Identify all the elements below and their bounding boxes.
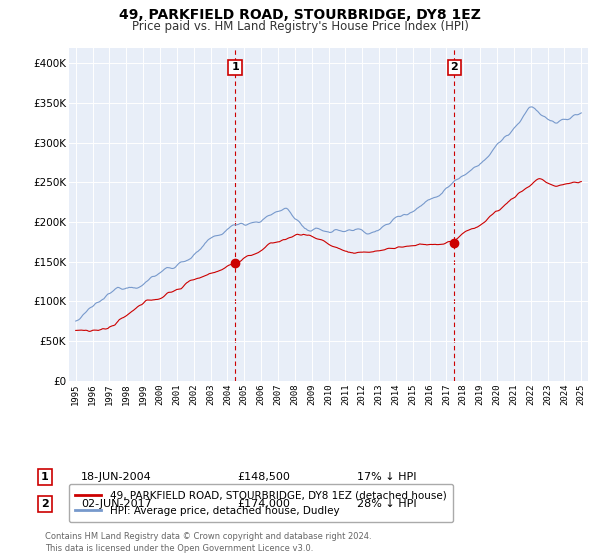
Text: Price paid vs. HM Land Registry's House Price Index (HPI): Price paid vs. HM Land Registry's House … xyxy=(131,20,469,32)
Text: £174,000: £174,000 xyxy=(237,499,290,509)
Text: 18-JUN-2004: 18-JUN-2004 xyxy=(81,472,152,482)
Text: 2: 2 xyxy=(451,62,458,72)
Text: 02-JUN-2017: 02-JUN-2017 xyxy=(81,499,152,509)
Legend: 49, PARKFIELD ROAD, STOURBRIDGE, DY8 1EZ (detached house), HPI: Average price, d: 49, PARKFIELD ROAD, STOURBRIDGE, DY8 1EZ… xyxy=(69,484,452,522)
Text: Contains HM Land Registry data © Crown copyright and database right 2024.
This d: Contains HM Land Registry data © Crown c… xyxy=(45,533,371,553)
Text: 49, PARKFIELD ROAD, STOURBRIDGE, DY8 1EZ: 49, PARKFIELD ROAD, STOURBRIDGE, DY8 1EZ xyxy=(119,8,481,22)
Text: 1: 1 xyxy=(41,472,49,482)
Text: 1: 1 xyxy=(231,62,239,72)
Text: 28% ↓ HPI: 28% ↓ HPI xyxy=(357,499,416,509)
Text: 2: 2 xyxy=(41,499,49,509)
Text: £148,500: £148,500 xyxy=(237,472,290,482)
Text: 17% ↓ HPI: 17% ↓ HPI xyxy=(357,472,416,482)
